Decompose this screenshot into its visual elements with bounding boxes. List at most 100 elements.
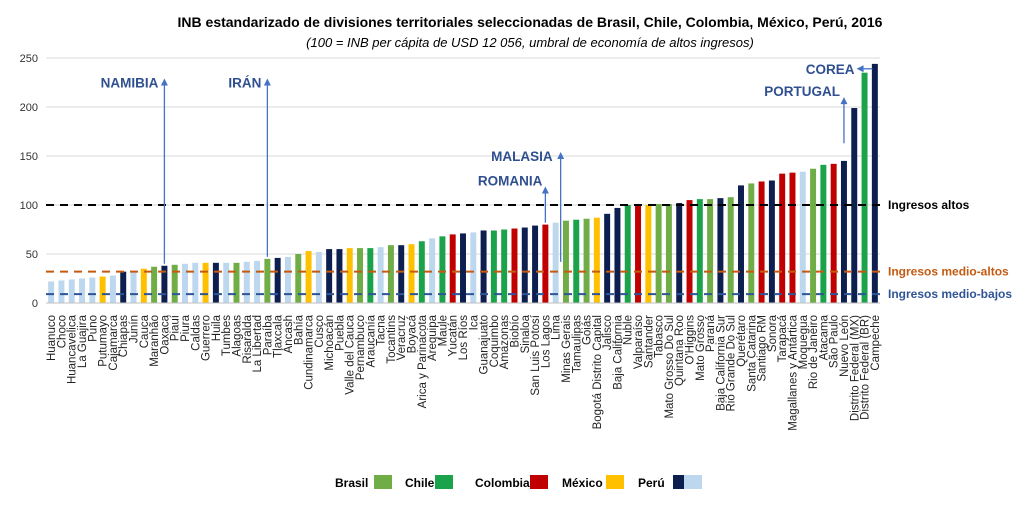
legend-label: Chile: [405, 476, 435, 490]
legend-label: México: [562, 476, 603, 490]
x-tick-label: Nuevo León: [839, 315, 851, 377]
y-tick-label: 0: [32, 298, 38, 310]
x-tick-label: Tlaxcala: [273, 314, 285, 357]
x-tick-label: Pernambuco: [355, 315, 367, 380]
x-tick-label: Huanuco: [46, 315, 58, 361]
bar: [768, 180, 775, 303]
legend-swatch: [374, 475, 392, 489]
chart-title: INB estandarizado de divisiones territor…: [178, 14, 883, 30]
bar: [460, 233, 466, 303]
y-tick-label: 200: [20, 102, 38, 114]
x-tick-label: Risaralda: [242, 314, 254, 363]
x-tick-label: Biobío: [509, 315, 521, 348]
bar: [140, 268, 147, 303]
bar: [161, 265, 168, 303]
x-tick-label: Huancavelica: [67, 314, 79, 384]
x-tick-label: Chiapas: [118, 315, 130, 357]
x-tick-label: Piura: [180, 314, 192, 341]
bar: [542, 224, 549, 303]
bar: [398, 245, 405, 303]
legend-label: Brasil: [335, 476, 368, 490]
bar: [387, 245, 394, 303]
bar: [593, 217, 600, 303]
x-tick-label: Rio Grande Do Sul: [726, 315, 738, 412]
x-tick-label: La Guajira: [77, 314, 89, 368]
x-tick-label: Maranhão: [149, 315, 161, 367]
x-tick-label: Minas Gerais: [561, 315, 573, 383]
bars: [48, 63, 878, 303]
annotation-arrowhead: [541, 186, 549, 194]
x-tick-label: Tamaulipas: [571, 315, 583, 373]
x-tick-label: Tumbes: [221, 315, 233, 356]
x-tick-label: Los Ríos: [458, 315, 470, 361]
bar: [583, 218, 590, 303]
bar: [851, 107, 858, 303]
chart-subtitle: (100 = INB per cápita de USD 12 056, umb…: [306, 35, 754, 50]
y-axis: 0 50 100 150 200 250: [20, 53, 38, 310]
x-tick-label: Coquimbo: [489, 315, 501, 367]
x-tick-label: Putumayo: [98, 315, 110, 367]
x-tick-label: O'Higgins: [685, 315, 697, 365]
bar: [171, 264, 178, 303]
bar: [357, 248, 364, 303]
bar: [418, 241, 425, 303]
bar: [521, 227, 528, 303]
x-tick-label: Querétaro: [736, 315, 748, 367]
bar: [655, 204, 662, 303]
x-tick-label: Sonora: [767, 314, 779, 352]
x-tick-label: Puebla: [334, 314, 346, 350]
bar: [212, 262, 219, 303]
bar: [738, 185, 744, 303]
legend-swatch: [684, 475, 702, 489]
legend-swatch: [435, 475, 453, 489]
bar: [48, 281, 55, 303]
bar: [707, 199, 714, 303]
x-tick-label: Cauca: [139, 314, 151, 348]
x-tick-label: Valle del Cauca: [345, 314, 357, 394]
legend-label: Perú: [638, 476, 665, 490]
x-tick-label: Cundinamarca: [304, 314, 316, 389]
threshold-label: Ingresos medio-bajos: [888, 287, 1012, 301]
x-tick-label: Oaxaca: [159, 314, 171, 354]
bar: [624, 205, 631, 303]
bar: [727, 197, 734, 303]
bar: [305, 251, 312, 303]
x-tick-label: Veracruz: [396, 315, 408, 361]
bar: [202, 262, 209, 303]
bar: [79, 278, 86, 303]
x-tick-label: Sinaloa: [520, 314, 532, 353]
legend: Brasil Chile Colombia México Perú: [335, 475, 702, 490]
x-tick-label: Moquegua: [798, 314, 810, 369]
x-tick-label: Santa Catarina: [746, 314, 758, 391]
bar: [614, 207, 621, 303]
legend-swatch: [606, 475, 624, 489]
y-tick-label: 250: [20, 53, 38, 65]
bar: [871, 63, 878, 303]
x-tick-label: Boyacá: [407, 314, 419, 353]
annotation-label: NAMIBIA: [101, 76, 159, 91]
bar: [58, 280, 65, 303]
x-tick-label: Atacama: [818, 314, 830, 360]
x-tick-label: Yucatán: [448, 315, 460, 357]
x-tick-label: Maule: [437, 315, 449, 346]
x-tick-label: Cajamarca: [108, 314, 120, 370]
bar: [326, 249, 333, 303]
x-tick-label: Michoacán: [324, 315, 336, 371]
annotation-arrowhead: [263, 78, 271, 86]
bar: [552, 222, 559, 303]
x-tick-label: Paraíba: [262, 314, 274, 355]
bar: [717, 198, 724, 303]
bar: [573, 219, 580, 303]
bar: [779, 173, 786, 303]
bar: [676, 203, 683, 303]
threshold-label: Ingresos altos: [888, 198, 970, 212]
x-tick-label: Distrito Federal (BR): [860, 315, 872, 420]
annotation-label: MALASIA: [491, 149, 553, 164]
x-tick-label: Campeche: [870, 315, 882, 371]
threshold-label: Ingresos medio-altos: [888, 265, 1009, 279]
annotation-label: IRÁN: [228, 76, 261, 91]
annotation-label: ROMANIA: [478, 174, 543, 189]
bar: [686, 200, 693, 303]
